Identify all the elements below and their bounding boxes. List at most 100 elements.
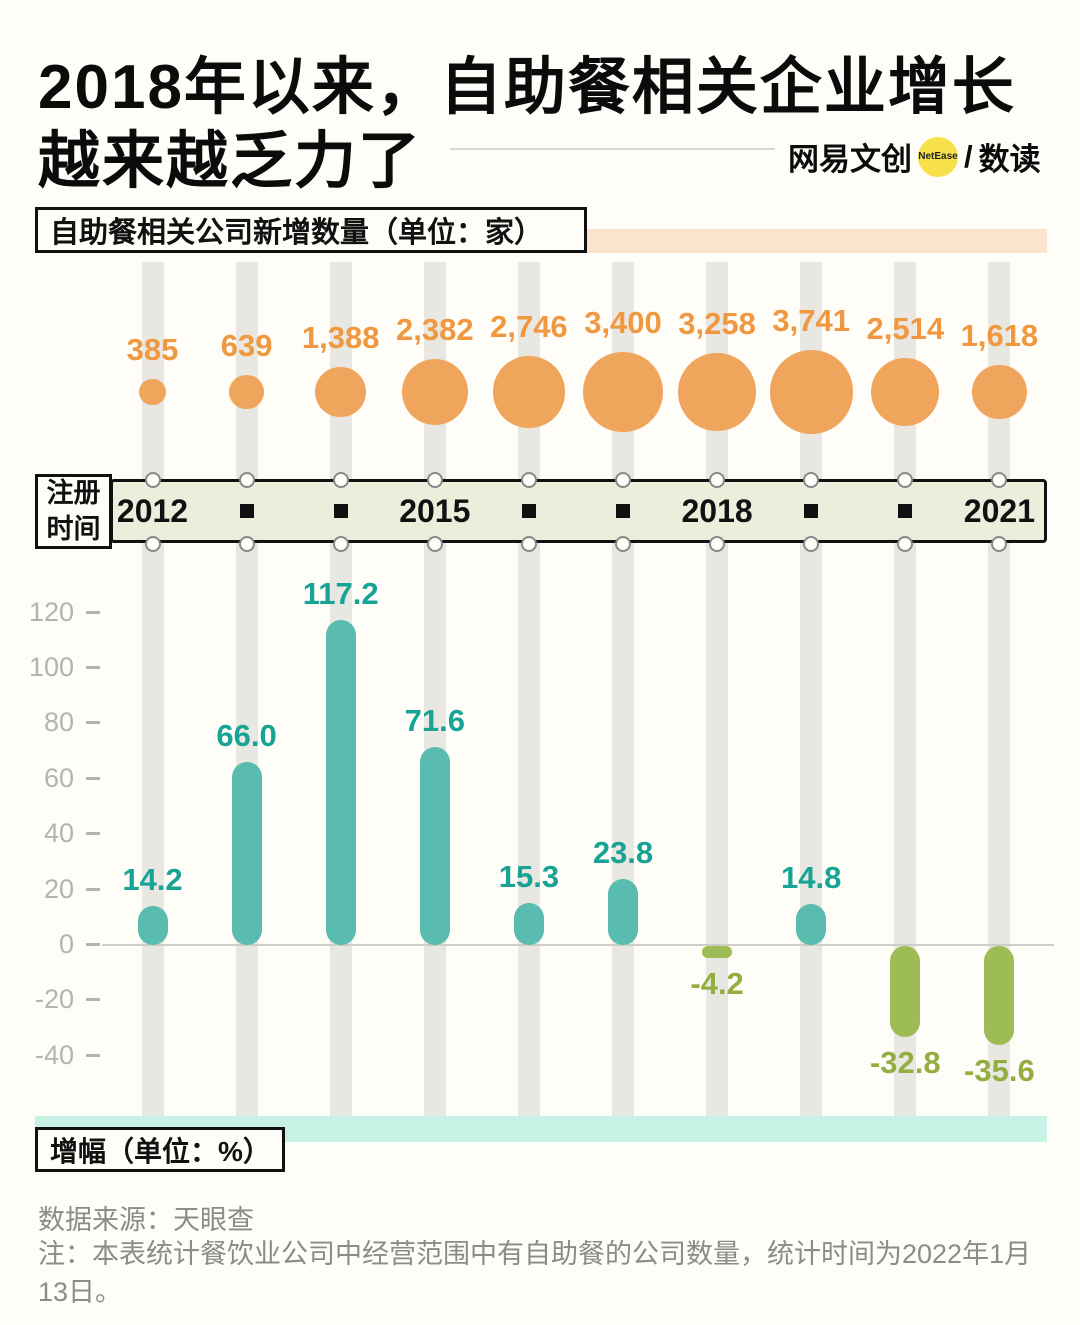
- bar-negative: [984, 946, 1015, 1045]
- bubble-value-label: 2,514: [866, 310, 945, 346]
- bar-value-label: 14.2: [122, 861, 183, 897]
- year-tick-square: [804, 504, 819, 518]
- y-axis-tick-label: 100: [28, 652, 74, 682]
- bubble: [583, 352, 663, 432]
- title-divider: [450, 148, 775, 150]
- bar-positive: [137, 905, 168, 945]
- y-axis-tick-label: -40: [34, 1039, 74, 1070]
- bar-value-label: 14.8: [781, 860, 842, 895]
- bar-value-label: 66.0: [216, 718, 277, 754]
- perforation-dot: [426, 536, 443, 552]
- logo-brand: 网易文创: [788, 142, 912, 177]
- title-line-2: 越来越乏力了: [38, 127, 423, 196]
- perforation-dot: [615, 536, 631, 552]
- perforation-dot: [897, 472, 914, 488]
- bar-positive: [513, 902, 544, 945]
- perforation-dot: [991, 536, 1008, 552]
- bar-value-label: 71.6: [404, 702, 465, 738]
- y-axis-tick-label: 60: [43, 762, 74, 793]
- perforation-dot: [520, 472, 537, 488]
- bar-value-label: 15.3: [498, 858, 560, 894]
- y-axis-tick-label: -20: [34, 984, 74, 1015]
- bar-positive: [608, 879, 638, 945]
- bar-value-label: 117.2: [302, 576, 379, 612]
- year-tick-square: [898, 504, 913, 518]
- year-label: 2015: [399, 493, 471, 529]
- bubble-value-label: 2,382: [396, 311, 474, 347]
- bubble-value-label: 385: [126, 331, 179, 367]
- bubble: [493, 356, 565, 428]
- perforation-dot: [144, 472, 161, 488]
- netease-logo: 网易文创 NetEase / 数读: [788, 134, 1041, 179]
- y-axis-tick-mark: [86, 776, 100, 780]
- year-tick-square: [239, 504, 254, 518]
- bubble: [678, 353, 756, 431]
- y-axis-tick-label: 120: [28, 596, 74, 627]
- footnote: 注：本表统计餐饮业公司中经营范围中有自助餐的公司数量，统计时间为2022年1月1…: [38, 1239, 1032, 1307]
- bar-value-label: -4.2: [690, 965, 744, 1001]
- y-axis-tick-mark: [86, 998, 100, 1002]
- y-axis-tick-mark: [86, 610, 100, 614]
- perforation-dot: [803, 536, 820, 552]
- bar-section-label: 增幅（单位：%）: [35, 1127, 285, 1172]
- bar-positive: [796, 904, 827, 945]
- bubble-value-label: 639: [220, 327, 273, 363]
- y-axis-tick-mark: [86, 1053, 100, 1057]
- bar-positive: [419, 746, 450, 945]
- y-axis-tick-mark: [86, 666, 100, 669]
- y-axis-tick-mark: [86, 832, 100, 836]
- year-label: 2021: [963, 493, 1035, 529]
- logo-slash: /: [964, 138, 973, 174]
- perforation-dot: [238, 472, 255, 488]
- y-axis-tick-label: 80: [43, 707, 74, 738]
- bubble-value-label: 1,388: [301, 319, 380, 355]
- bubble: [139, 378, 166, 406]
- timeline-box: [110, 479, 1047, 543]
- logo-suffix: 数读: [978, 142, 1041, 177]
- bar-positive: [325, 620, 356, 945]
- bubble-value-label: 3,258: [678, 306, 756, 342]
- bar-value-label: -35.6: [964, 1052, 1035, 1088]
- perforation-dot: [615, 472, 631, 488]
- perforation-dot: [144, 536, 161, 552]
- y-axis-tick-mark: [86, 721, 100, 725]
- bar-value-label: 23.8: [592, 835, 654, 871]
- bubble: [769, 350, 853, 434]
- bubble: [972, 364, 1027, 420]
- perforation-dot: [238, 536, 255, 552]
- bubble: [871, 357, 940, 427]
- data-source: 数据来源：天眼查: [38, 1205, 254, 1235]
- bubble-value-label: 3,741: [772, 303, 850, 339]
- perforation-dot: [332, 536, 349, 552]
- bubble-value-label: 1,618: [960, 317, 1039, 353]
- title-line-1: 2018年以来，自助餐相关企业增长: [38, 53, 1016, 122]
- bar-negative: [890, 946, 921, 1037]
- perforation-dot: [709, 536, 726, 552]
- year-tick-square: [616, 504, 630, 518]
- y-axis-tick-label: 0: [58, 929, 74, 959]
- year-tick-square: [521, 504, 536, 518]
- y-axis-tick-label: 20: [43, 873, 74, 904]
- perforation-dot: [332, 472, 349, 488]
- timeline-axis-label: 注册时间: [35, 474, 112, 549]
- netease-badge-icon: NetEase: [918, 136, 958, 177]
- bubble-value-label: 2,746: [490, 309, 568, 345]
- bar-negative: [702, 946, 733, 958]
- bubble: [401, 358, 468, 426]
- y-axis-tick-label: 40: [43, 818, 74, 849]
- y-axis-tick-mark: [86, 943, 100, 946]
- y-axis-tick-mark: [86, 887, 100, 891]
- year-label: 2012: [116, 493, 189, 529]
- bubble-section-label: 自助餐相关公司新增数量（单位：家）: [35, 207, 587, 253]
- year-tick-square: [333, 504, 348, 518]
- perforation-dot: [991, 472, 1008, 488]
- bar-positive: [231, 762, 262, 945]
- bubble: [229, 374, 264, 410]
- zero-line: [102, 944, 1054, 946]
- bubble: [315, 366, 367, 418]
- perforation-dot: [520, 536, 537, 552]
- perforation-dot: [426, 472, 443, 488]
- perforation-dot: [709, 472, 726, 488]
- perforation-dot: [803, 472, 820, 488]
